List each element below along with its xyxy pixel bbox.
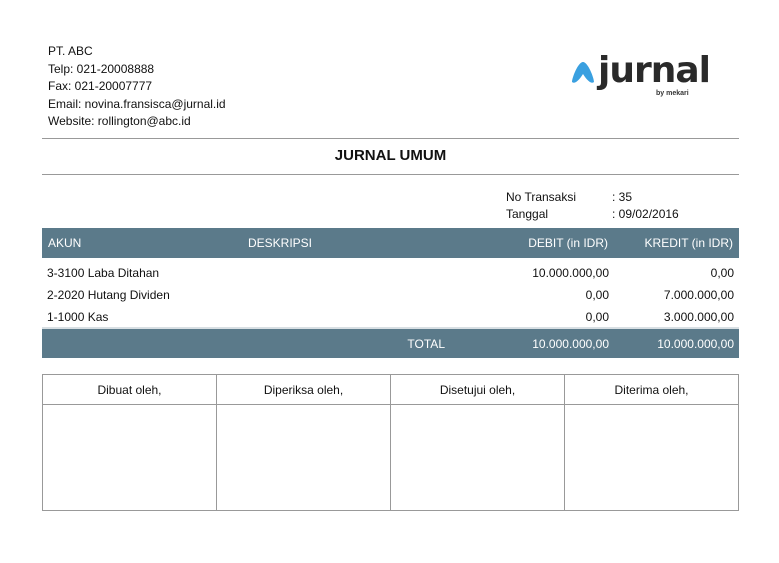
col-akun: AKUN <box>42 228 242 258</box>
company-name: PT. ABC <box>48 44 93 58</box>
cell-desc <box>242 262 489 284</box>
signature-label: Dibuat oleh, <box>42 374 217 405</box>
cell-kredit: 7.000.000,00 <box>663 288 734 302</box>
table-row: 2-2020 Hutang Dividen 0,00 7.000.000,00 <box>42 284 739 306</box>
page-title: JURNAL UMUM <box>334 147 447 164</box>
jurnal-logo: jurnal by mekari <box>570 50 711 100</box>
signature-box <box>216 404 391 511</box>
cell-akun: 3-3100 Laba Ditahan <box>47 266 160 280</box>
journal-table: AKUN DESKRIPSI DEBIT (in IDR) KREDIT (in… <box>42 228 739 358</box>
total-kredit: 10.000.000,00 <box>614 327 739 358</box>
cell-akun: 1-1000 Kas <box>47 309 109 324</box>
company-fax: Fax: 021-20007777 <box>48 79 153 93</box>
table-row: 1-1000 Kas 0,00 3.000.000,00 <box>42 306 739 328</box>
cell-akun: 2-2020 Hutang Dividen <box>47 288 170 302</box>
total-row: TOTAL 10.000.000,00 10.000.000,00 <box>42 327 739 358</box>
col-kredit: KREDIT (in IDR) <box>614 228 739 258</box>
signature-box <box>390 404 565 511</box>
table-row: 3-3100 Laba Ditahan 10.000.000,00 0,00 <box>42 262 739 284</box>
logo-word: jurnal <box>598 50 711 91</box>
divider <box>42 138 739 139</box>
company-email: Email: novina.fransisca@jurnal.id <box>48 96 226 111</box>
cell-desc <box>242 284 489 306</box>
logo-mark-icon <box>572 62 594 83</box>
total-label: TOTAL <box>242 327 489 358</box>
col-debit: DEBIT (in IDR) <box>489 228 614 258</box>
meta-label: No Transaksi <box>506 190 577 204</box>
company-website: Website: rollington@abc.id <box>48 114 191 128</box>
transaction-meta: No Transaksi : 35 Tanggal : 09/02/2016 <box>506 189 679 222</box>
signature-label: Disetujui oleh, <box>390 374 565 405</box>
signature-label: Diperiksa oleh, <box>216 374 391 405</box>
total-debit: 10.000.000,00 <box>489 327 614 358</box>
cell-kredit: 3.000.000,00 <box>663 309 734 324</box>
meta-value: : 09/02/2016 <box>612 206 679 221</box>
cell-debit: 0,00 <box>585 309 609 324</box>
cell-desc <box>242 306 489 328</box>
company-info: PT. ABC Telp: 021-20008888 Fax: 021-2000… <box>48 43 226 131</box>
col-deskripsi: DESKRIPSI <box>242 228 489 258</box>
signature-label: Diterima oleh, <box>564 374 739 405</box>
logo-by: by mekari <box>656 90 689 97</box>
divider <box>42 174 739 175</box>
cell-kredit: 0,00 <box>710 266 734 280</box>
meta-value: : 35 <box>612 190 633 204</box>
signature-table: Dibuat oleh, Diperiksa oleh, Disetujui o… <box>42 374 739 511</box>
signature-box <box>564 404 739 511</box>
cell-debit: 10.000.000,00 <box>532 266 609 280</box>
cell-debit: 0,00 <box>585 288 609 302</box>
company-phone: Telp: 021-20008888 <box>48 61 155 76</box>
meta-label: Tanggal <box>506 206 549 221</box>
signature-box <box>42 404 217 511</box>
